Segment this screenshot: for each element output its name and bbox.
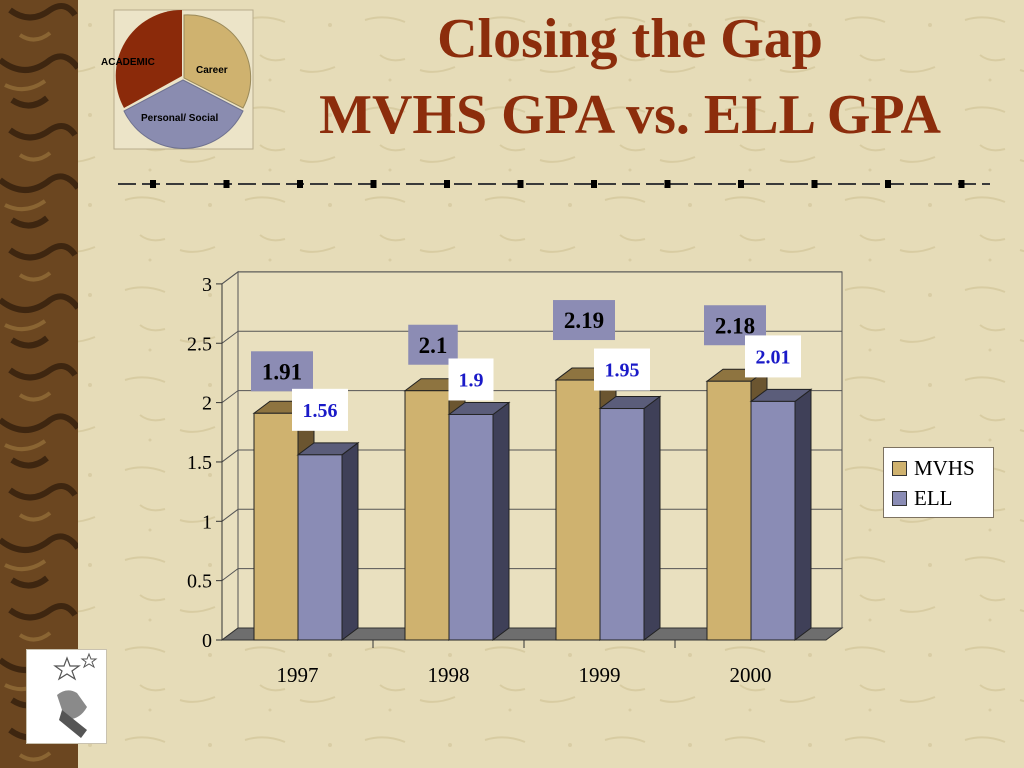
page-subtitle: MVHS GPA vs. ELL GPA [319, 84, 941, 146]
data-label-box-mvhs [251, 351, 313, 392]
bar-mvhs [555, 379, 601, 641]
y-tick-label: 1.5 [187, 452, 212, 474]
divider-dot [811, 180, 818, 188]
gridline-side [221, 508, 239, 522]
data-label-mvhs: 2.1 [419, 333, 448, 358]
wheel-label-personal: Personal/ Social [141, 113, 219, 124]
data-label-mvhs: 2.18 [715, 313, 755, 338]
divider-dot [150, 180, 156, 188]
legend-label-ell: ELL [914, 486, 953, 510]
bar-mvhs [253, 412, 299, 641]
data-label-box-mvhs [408, 324, 458, 365]
divider-dot [958, 180, 965, 188]
bar-side-ell [492, 401, 510, 641]
y-tick-label: 1 [202, 511, 212, 533]
y-tick-label: 2.5 [187, 333, 212, 355]
divider-dot [297, 180, 303, 188]
gridline-side [221, 330, 239, 344]
divider-dot [591, 180, 597, 188]
bar-mvhs [706, 380, 752, 641]
y-tick-label: 0 [202, 630, 212, 652]
divider-dot [517, 180, 524, 188]
y-tick-label: 0.5 [187, 571, 212, 593]
wheel-slice-career [183, 14, 252, 109]
domain-wheel-logo [113, 9, 254, 150]
removing-barriers-icon [53, 652, 98, 738]
bar-ell [750, 400, 796, 641]
bar-side-ell [341, 441, 359, 641]
data-label-box-ell [292, 388, 348, 431]
data-label-box-ell [448, 358, 494, 401]
bar-ell [297, 454, 343, 641]
legend-swatch-ell [892, 491, 907, 506]
data-label-box-ell [594, 348, 650, 391]
divider-dot [223, 180, 230, 188]
legend-label-mvhs: MVHS [914, 456, 975, 480]
data-label-mvhs: 1.91 [262, 359, 302, 384]
removing-barriers-logo [26, 649, 107, 744]
x-tick-label: 1999 [579, 663, 621, 687]
decorative-divider [118, 180, 990, 188]
bar-side-ell [643, 395, 661, 641]
x-tick-label: 1997 [277, 663, 319, 687]
divider-dot [664, 180, 671, 188]
wheel-slice-personal [123, 79, 244, 149]
divider-dot [370, 180, 377, 188]
data-label-ell: 1.95 [605, 360, 640, 382]
wheel-label-career: Career [196, 65, 228, 76]
gridline-side [221, 271, 239, 285]
data-label-ell: 1.56 [303, 400, 338, 422]
bar-side-ell [794, 388, 812, 641]
legend-swatch-mvhs [892, 461, 907, 476]
wheel-label-academic: ACADEMIC [101, 57, 155, 68]
gridline-side [221, 449, 239, 463]
chart-legend: MVHS ELL [883, 447, 994, 518]
page-title: Closing the Gap [437, 8, 823, 70]
x-tick-label: 2000 [730, 663, 772, 687]
gridline-side [221, 390, 239, 404]
gridline-side [221, 568, 239, 582]
divider-dot [885, 180, 891, 188]
data-label-ell: 2.01 [756, 346, 791, 368]
data-label-ell: 1.9 [459, 369, 484, 391]
divider-dot [444, 180, 450, 188]
data-label-mvhs: 2.19 [564, 308, 604, 333]
wheel-slice-academic [115, 9, 182, 108]
y-tick-label: 3 [202, 274, 212, 296]
data-label-box-mvhs [553, 300, 615, 341]
x-tick-label: 1998 [428, 663, 470, 687]
bar-ell [599, 408, 645, 641]
bar-ell [448, 413, 494, 641]
bar-mvhs [404, 390, 450, 641]
divider-dot [738, 180, 744, 188]
data-label-box-ell [745, 335, 801, 378]
y-tick-label: 2 [202, 393, 212, 415]
